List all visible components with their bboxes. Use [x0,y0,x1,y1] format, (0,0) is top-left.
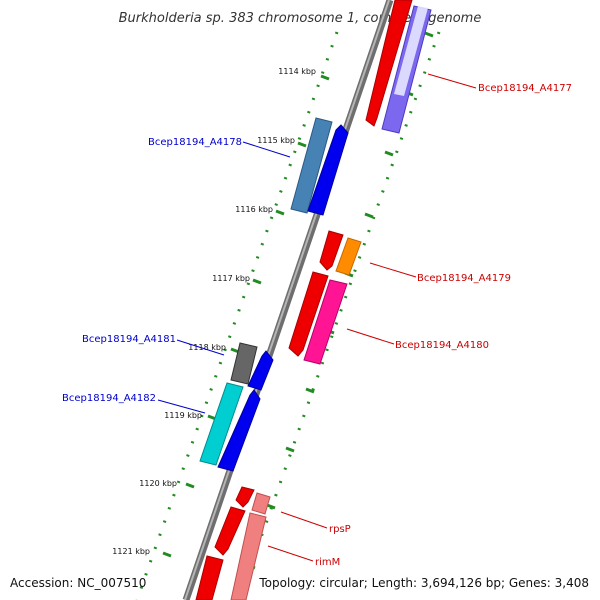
gene-bcep18194-a4181[interactable] [230,342,274,391]
kbp-label-1114: 1114 kbp [278,67,316,76]
kbp-label-1117: 1117 kbp [212,274,250,283]
kbp-tick-marks [162,31,434,570]
gene-arrow [365,0,413,127]
gene-arrow [217,389,261,472]
cds-block [230,342,258,385]
cds-block [303,279,348,365]
gene-bcep18194-a4178[interactable] [290,117,349,216]
kbp-label-1121: 1121 kbp [112,547,150,556]
kbp-label-1118: 1118 kbp [188,343,226,352]
gene-label-rimm[interactable]: rimM [315,557,340,568]
chromosome-backbone [182,0,394,600]
gene-arrow [319,230,344,271]
cds-block [335,237,362,276]
gene-bcep18194-a4180[interactable] [288,271,348,365]
gene-arrow [307,124,349,216]
gene-arrow [235,486,255,508]
kbp-label-1120: 1120 kbp [139,479,177,488]
gene-rimm[interactable] [214,506,267,600]
gene-label-bcep18194-a4182[interactable]: Bcep18194_A4182 [62,393,156,404]
cds-highlight [394,6,428,96]
gene-label-bcep18194-a4181[interactable]: Bcep18194_A4181 [82,334,176,345]
gene-label-bcep18194-a4178[interactable]: Bcep18194_A4178 [148,137,242,148]
kbp-label-1116: 1116 kbp [235,205,273,214]
gene-arrow [288,271,329,357]
gene-label-bcep18194-a4180[interactable]: Bcep18194_A4180 [395,340,489,351]
kbp-label-1119: 1119 kbp [164,411,202,420]
kbp-label-1115: 1115 kbp [257,136,295,145]
gene-label-bcep18194-a4177[interactable]: Bcep18194_A4177 [478,83,572,94]
accession-text: Accession: NC_007510 [10,576,146,590]
gene-rpsp[interactable] [235,486,271,515]
gene-label-bcep18194-a4179[interactable]: Bcep18194_A4179 [417,273,511,284]
label-leader-lines [157,73,477,562]
gene-arrow [214,506,246,556]
gene-bcep18194-a4177[interactable] [365,0,432,134]
cds-block [251,492,271,515]
gene-arrow [247,350,274,391]
gene-partial-bottom [195,555,224,600]
gene-bcep18194-a4179[interactable] [319,230,362,276]
cds-block [199,382,244,466]
cds-block [290,117,333,214]
genome-stats-text: Topology: circular; Length: 3,694,126 bp… [258,576,589,590]
gene-label-rpsp[interactable]: rpsP [329,524,351,535]
strand-guide-line-right [237,31,441,600]
gene-bcep18194-a4182[interactable] [199,382,261,472]
cds-block [230,512,267,600]
